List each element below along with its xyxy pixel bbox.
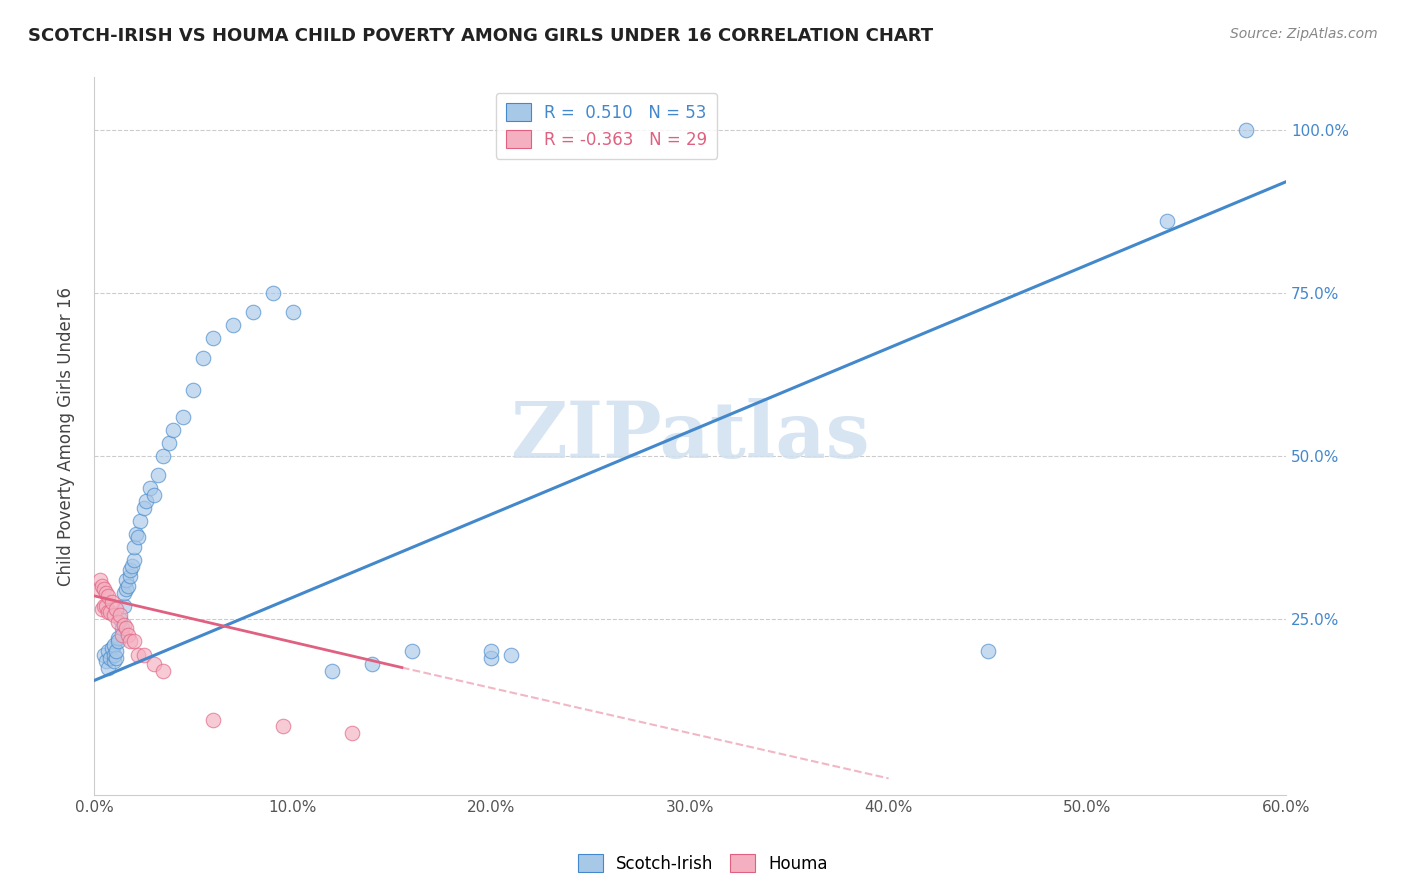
Point <box>104 602 127 616</box>
Point <box>97 605 120 619</box>
Point <box>111 628 134 642</box>
Point <box>118 634 141 648</box>
Point <box>90 602 112 616</box>
Point <box>281 305 304 319</box>
Point <box>121 559 143 574</box>
Point <box>132 500 155 515</box>
Point <box>101 595 124 609</box>
Point <box>127 530 149 544</box>
Point <box>118 563 141 577</box>
Point <box>122 553 145 567</box>
Point <box>479 650 502 665</box>
Point <box>112 585 135 599</box>
Y-axis label: Child Poverty Among Girls Under 16: Child Poverty Among Girls Under 16 <box>58 286 75 585</box>
Point <box>97 644 120 658</box>
Point <box>117 628 139 642</box>
Point <box>159 435 181 450</box>
Point <box>142 488 165 502</box>
Point <box>501 648 523 662</box>
Point <box>103 638 125 652</box>
Point <box>193 351 215 365</box>
Point <box>108 608 131 623</box>
Point <box>138 481 160 495</box>
Point <box>107 615 129 629</box>
Point <box>103 608 125 623</box>
Legend: Scotch-Irish, Houma: Scotch-Irish, Houma <box>571 847 835 880</box>
Point <box>111 622 134 636</box>
Point <box>104 650 127 665</box>
Point <box>202 331 225 345</box>
Point <box>103 648 125 662</box>
Point <box>262 285 284 300</box>
Text: Source: ZipAtlas.com: Source: ZipAtlas.com <box>1230 27 1378 41</box>
Point <box>108 612 131 626</box>
Point <box>104 644 127 658</box>
Point <box>132 648 155 662</box>
Point <box>142 657 165 672</box>
Point <box>98 605 121 619</box>
Point <box>1156 214 1178 228</box>
Point <box>114 573 136 587</box>
Point <box>222 318 245 333</box>
Point <box>117 579 139 593</box>
Point <box>162 423 184 437</box>
Point <box>90 579 112 593</box>
Point <box>321 664 343 678</box>
Point <box>101 640 124 655</box>
Point <box>977 644 1000 658</box>
Point <box>118 569 141 583</box>
Point <box>94 599 117 613</box>
Point <box>89 573 111 587</box>
Point <box>97 589 120 603</box>
Legend: R =  0.510   N = 53, R = -0.363   N = 29: R = 0.510 N = 53, R = -0.363 N = 29 <box>496 93 717 159</box>
Point <box>242 305 264 319</box>
Point <box>128 514 150 528</box>
Point <box>127 648 149 662</box>
Point <box>124 527 146 541</box>
Point <box>114 582 136 597</box>
Point <box>479 644 502 658</box>
Point <box>146 468 169 483</box>
Point <box>107 634 129 648</box>
Point <box>202 713 225 727</box>
Point <box>98 650 121 665</box>
Point <box>112 618 135 632</box>
Point <box>94 585 117 599</box>
Text: SCOTCH-IRISH VS HOUMA CHILD POVERTY AMONG GIRLS UNDER 16 CORRELATION CHART: SCOTCH-IRISH VS HOUMA CHILD POVERTY AMON… <box>28 27 934 45</box>
Point <box>181 384 204 398</box>
Point <box>114 622 136 636</box>
Point <box>97 660 120 674</box>
Point <box>107 631 129 645</box>
Point <box>401 644 423 658</box>
Point <box>122 634 145 648</box>
Point <box>94 654 117 668</box>
Point <box>112 599 135 613</box>
Point <box>93 599 115 613</box>
Text: ZIPatlas: ZIPatlas <box>510 398 870 474</box>
Point <box>152 449 174 463</box>
Point <box>340 725 363 739</box>
Point <box>172 409 194 424</box>
Point <box>122 540 145 554</box>
Point <box>87 582 110 597</box>
Point <box>103 654 125 668</box>
Point <box>1234 122 1257 136</box>
Point <box>93 648 115 662</box>
Point <box>93 582 115 597</box>
Point <box>361 657 384 672</box>
Point <box>271 719 294 733</box>
Point <box>152 664 174 678</box>
Point <box>135 494 157 508</box>
